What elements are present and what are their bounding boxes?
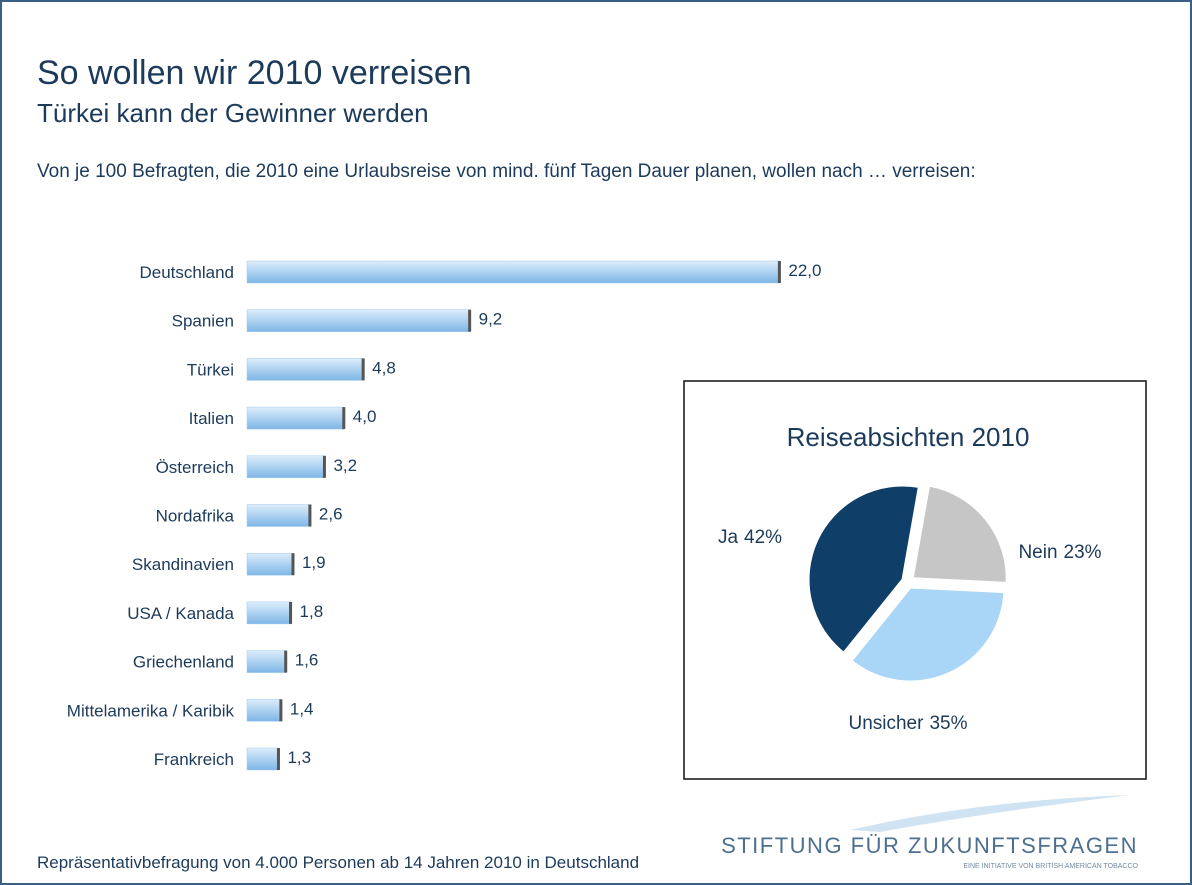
category-label: Nordafrika (156, 507, 235, 526)
bar (246, 309, 470, 332)
value-label: 1,6 (295, 651, 319, 670)
category-label: Italien (189, 409, 234, 428)
bar (246, 747, 279, 771)
pie-slice (807, 484, 921, 655)
slice-label: Nein 23% (1018, 542, 1101, 563)
value-label: 2,6 (319, 505, 343, 524)
category-label: Mittelamerika / Karibik (67, 701, 235, 720)
slice-category: Nein (1018, 542, 1057, 563)
value-label: 1,9 (302, 553, 326, 572)
value-label: 22,0 (788, 261, 821, 280)
title: So wollen wir 2010 verreisen (37, 54, 472, 92)
logo-name: STIFTUNG FÜR ZUKUNFTSFRAGEN (721, 833, 1138, 858)
value-label: 9,2 (479, 310, 503, 329)
description: Von je 100 Befragten, die 2010 eine Urla… (37, 161, 976, 182)
bar (246, 406, 345, 430)
logo-swoosh (850, 795, 1130, 832)
slice-category: Ja (718, 527, 739, 548)
slice-label: Ja 42% (718, 527, 782, 548)
pie-box (683, 380, 1147, 780)
logo-tagline: EINE INITIATIVE VON BRITISH AMERICAN TOB… (963, 863, 1138, 870)
slice-category: Unsicher (848, 713, 924, 734)
bar (246, 455, 325, 479)
footer: Repräsentativbefragung von 4.000 Persone… (37, 853, 639, 872)
value-label: 4,8 (372, 358, 396, 377)
pie-slice (911, 484, 1008, 584)
category-label: Österreich (156, 458, 234, 477)
value-label: 4,0 (353, 407, 377, 426)
pie-title: Reiseabsichten 2010 (787, 422, 1030, 452)
bar (246, 601, 291, 625)
bar (246, 699, 282, 722)
value-label: 1,4 (290, 699, 314, 718)
bar (246, 504, 311, 527)
value-label: 3,2 (333, 456, 357, 475)
bar (246, 650, 286, 673)
slice-value: 35% (929, 713, 967, 734)
value-label: 1,3 (287, 748, 311, 767)
bar (246, 552, 294, 576)
bar (246, 260, 780, 284)
bar (246, 358, 364, 381)
category-label: Deutschland (139, 263, 234, 282)
value-label: 1,8 (300, 602, 324, 621)
category-label: Türkei (187, 360, 234, 379)
slice-label: Unsicher 35% (848, 713, 967, 734)
category-label: USA / Kanada (127, 604, 234, 623)
slice-value: 23% (1064, 542, 1102, 563)
subtitle: Türkei kann der Gewinner werden (37, 98, 429, 128)
pie-slice (850, 586, 1006, 683)
slice-value: 42% (744, 527, 782, 548)
category-label: Skandinavien (132, 555, 234, 574)
category-label: Spanien (172, 312, 234, 331)
category-label: Griechenland (133, 653, 234, 672)
category-label: Frankreich (154, 750, 234, 769)
